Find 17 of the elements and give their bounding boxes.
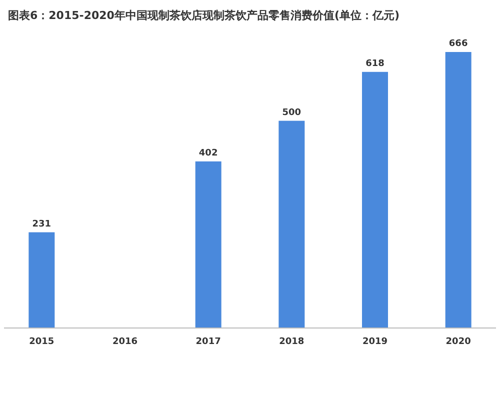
bar [278,120,305,328]
x-tick-label: 2016 [112,337,138,347]
x-tick-label: 2015 [29,337,54,347]
data-label: 500 [282,108,302,118]
bar [445,52,472,328]
x-tick-label: 2020 [446,337,471,347]
data-label: 231 [32,219,52,230]
x-tick-label: 2018 [279,337,304,347]
data-label: 618 [366,58,384,69]
x-tick-label: 2017 [196,337,221,347]
x-tick-label: 2019 [362,337,388,347]
bar [28,232,55,328]
chart-title: 图表6：2015-2020年中国现制茶饮店现制茶饮产品零售消费价值(单位：亿元) [8,9,400,22]
data-label: 402 [198,148,218,158]
data-label: 666 [448,39,468,49]
bar [362,72,388,328]
bar [195,161,222,328]
